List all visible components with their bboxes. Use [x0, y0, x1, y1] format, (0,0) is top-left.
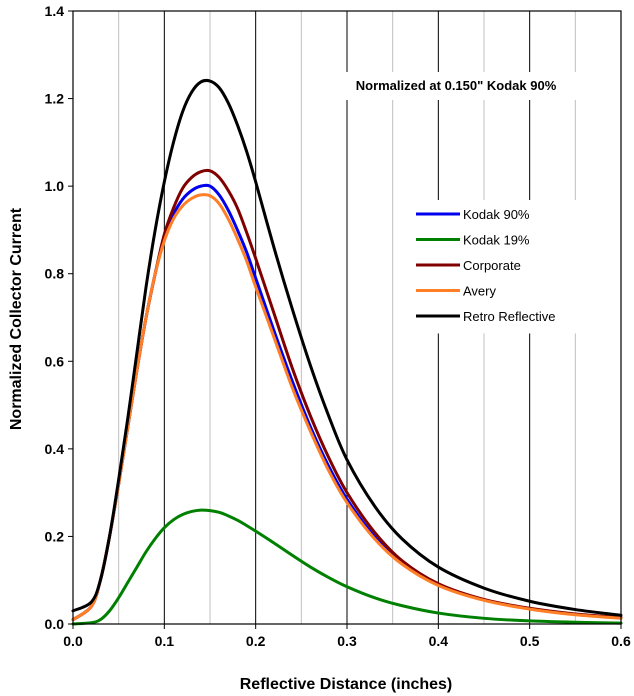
y-axis-title: Normalized Collector Current — [8, 207, 25, 430]
y-tick-label: 1.4 — [45, 3, 65, 19]
y-tick-label: 0.8 — [45, 266, 65, 282]
x-tick-label: 0.3 — [337, 633, 357, 649]
y-tick-label: 1.2 — [45, 91, 65, 107]
x-tick-label: 0.2 — [246, 633, 266, 649]
x-tick-label: 0.6 — [611, 633, 631, 649]
series-layer — [71, 78, 623, 626]
y-tick-label: 0.2 — [45, 528, 65, 544]
legend-label-kodak-19: Kodak 19% — [463, 233, 530, 248]
legend-label-avery: Avery — [463, 284, 496, 299]
x-tick-label: 0.0 — [63, 633, 83, 649]
tick-layer: 0.0 0.1 0.2 0.3 0.4 0.5 0.6 0.0 0.2 0.4 0.6 0.8 1.0 1… — [45, 3, 631, 649]
x-axis-title: Reflective Distance (inches) — [240, 676, 453, 693]
annotation-background — [312, 72, 600, 100]
legend-background — [412, 200, 620, 334]
annotation-text: Normalized at 0.150" Kodak 90% — [356, 78, 557, 93]
legend-label-kodak-90: Kodak 90% — [463, 207, 530, 222]
series-line-retro-reflective — [71, 78, 623, 617]
legend-label-corporate: Corporate — [463, 258, 521, 273]
y-tick-label: 1.0 — [45, 178, 65, 194]
x-tick-label: 0.1 — [155, 633, 175, 649]
x-tick-label: 0.4 — [429, 633, 449, 649]
legend: Kodak 90% Kodak 19% Corporate Avery Retro Re… — [412, 200, 620, 334]
legend-label-retro-reflective: Retro Reflective — [463, 309, 555, 324]
series-line-kodak-19 — [71, 508, 623, 626]
y-tick-label: 0.6 — [45, 353, 65, 369]
y-tick-label: 0.4 — [45, 441, 65, 457]
y-tick-label: 0.0 — [45, 616, 65, 632]
annotation-box: Normalized at 0.150" Kodak 90% — [312, 72, 600, 100]
x-tick-label: 0.5 — [520, 633, 540, 649]
